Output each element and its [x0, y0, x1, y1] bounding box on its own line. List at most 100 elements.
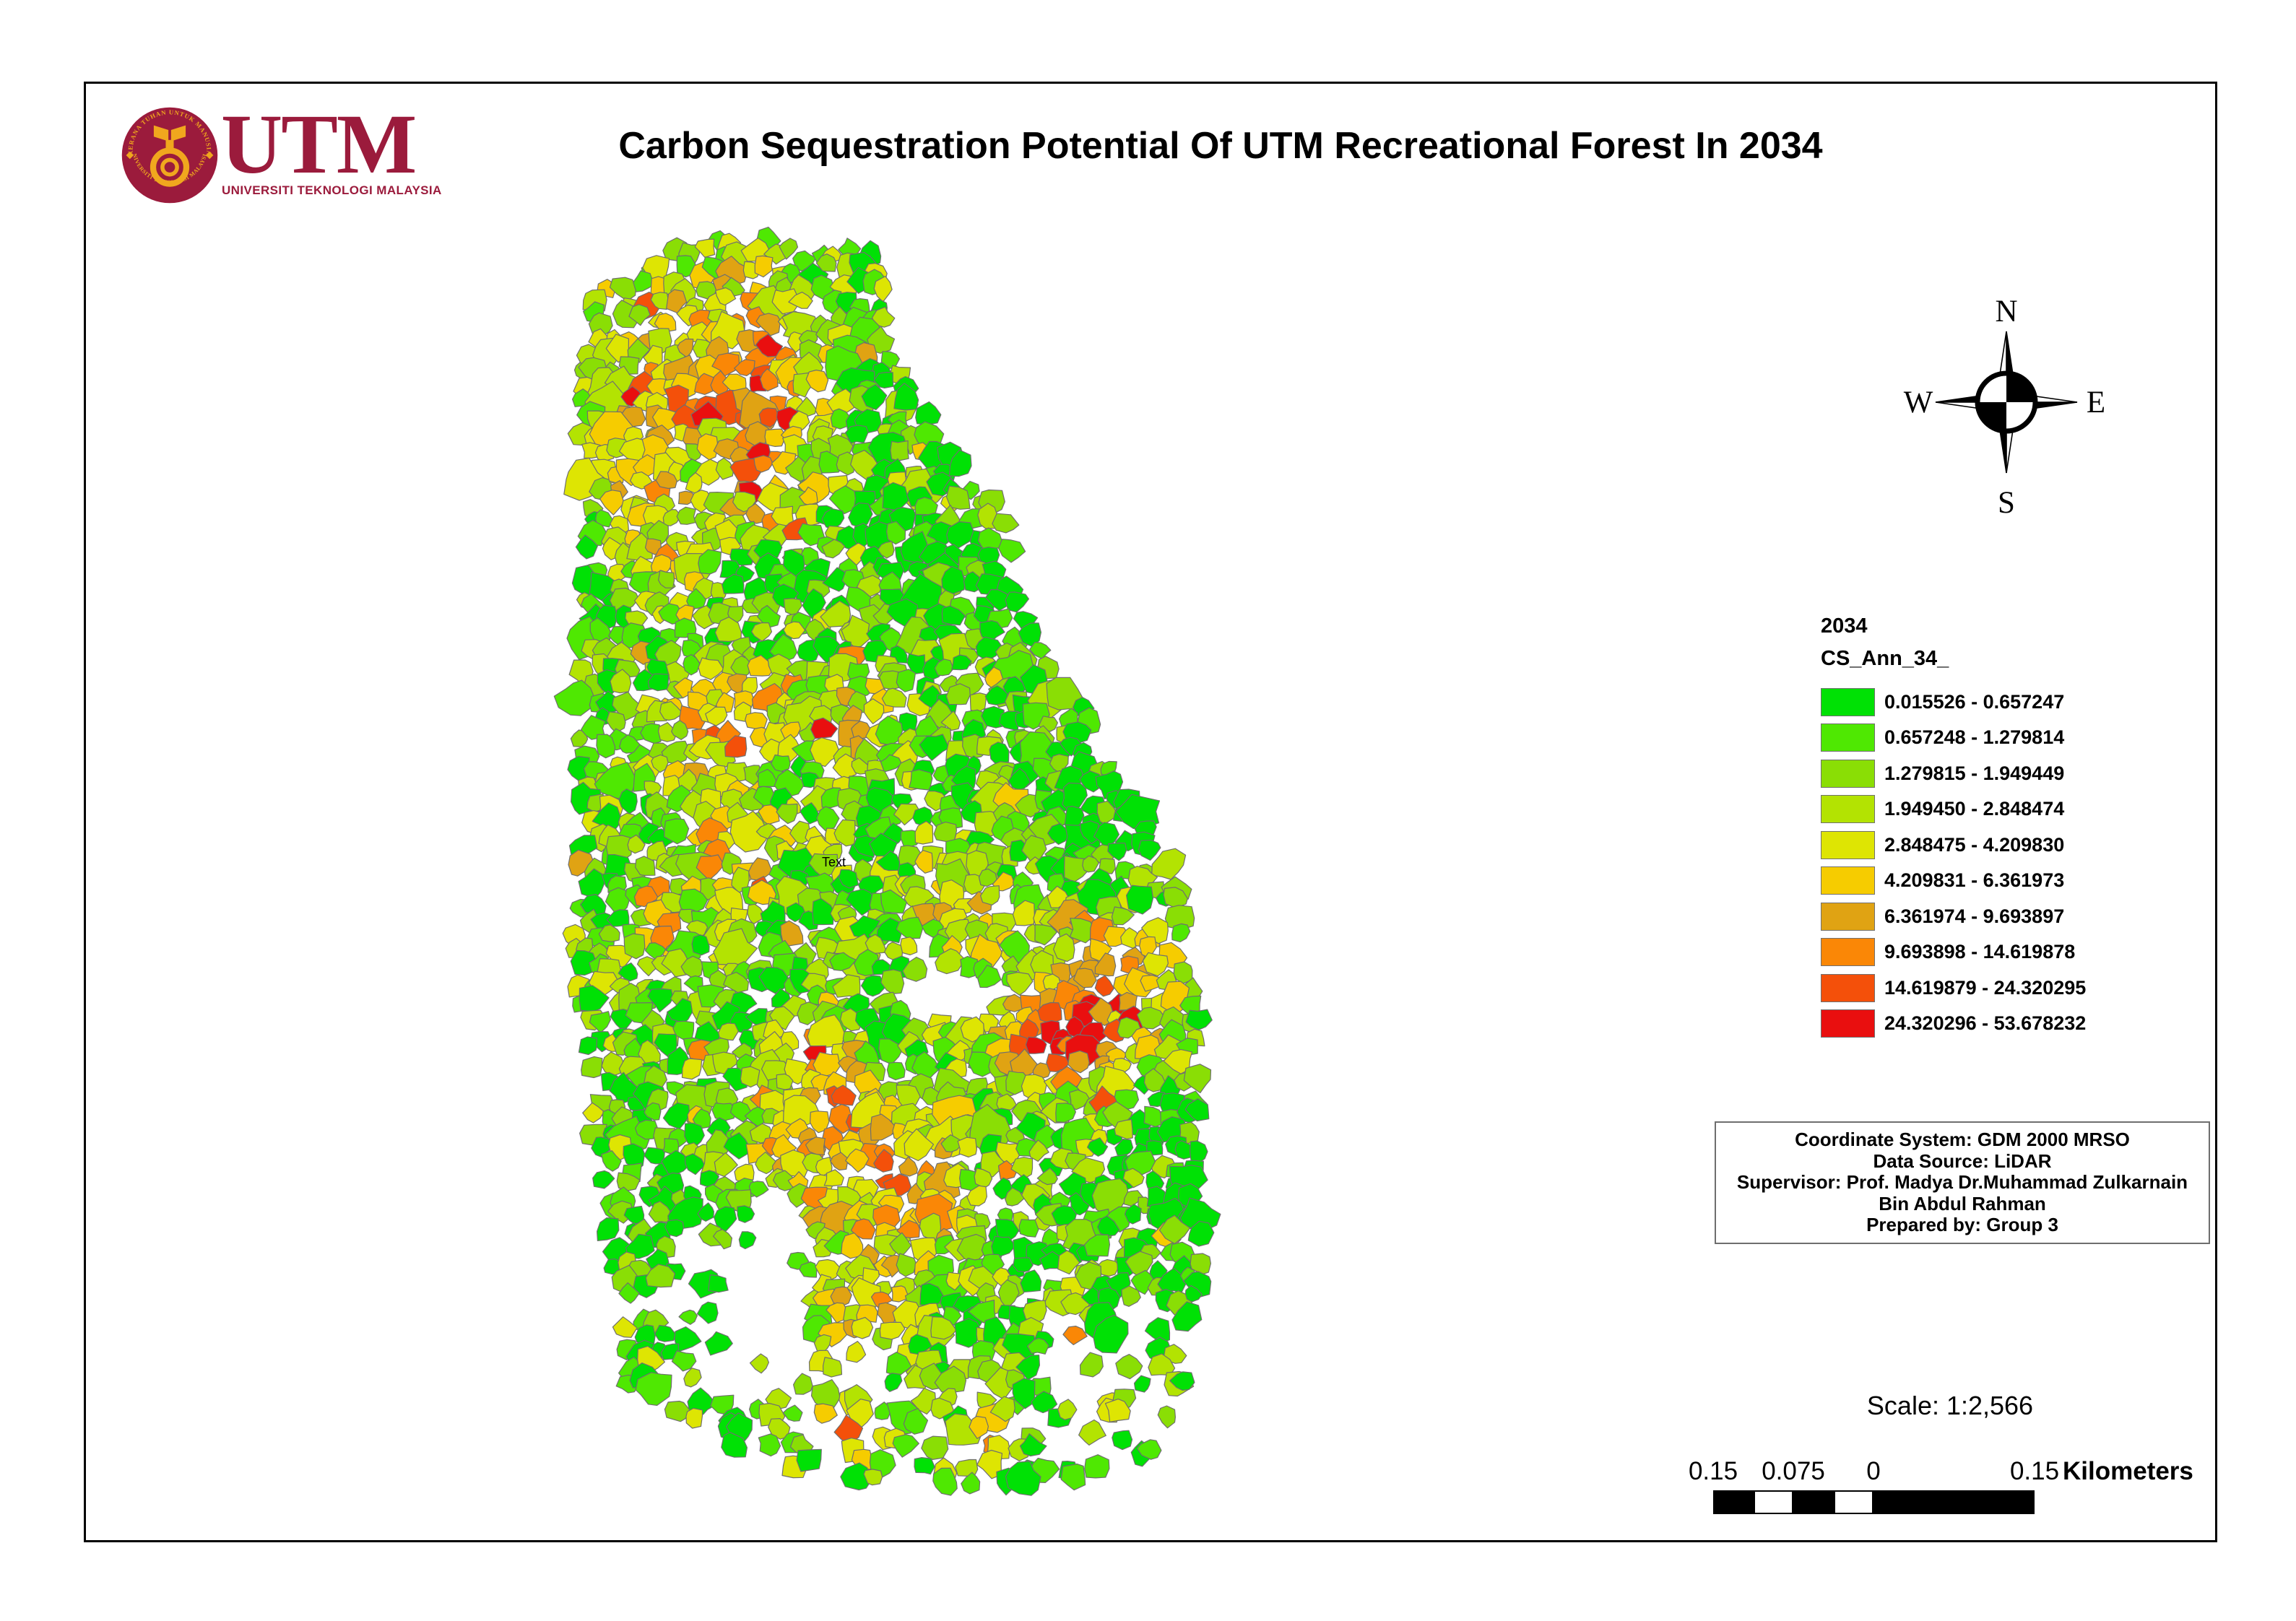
- legend-row: 24.320296 - 53.678232: [1821, 1008, 2086, 1040]
- tree-crown-cell: [875, 850, 901, 872]
- tree-crown-cell: [711, 1102, 737, 1121]
- tree-crown-cell: [671, 1350, 697, 1372]
- tree-crown-cell: [797, 1001, 822, 1025]
- utm-seal-logo: KERANA TUHAN UNTUK MANUSIA UNIVERSITI TE…: [120, 105, 218, 204]
- tree-crown-cell: [890, 440, 909, 461]
- info-box-line: Supervisor: Prof. Madya Dr.Muhammad Zulk…: [1736, 1171, 2188, 1193]
- legend-color-swatch: [1821, 902, 1875, 931]
- tree-crown-cell: [880, 754, 902, 773]
- tree-crown-cell: [779, 238, 799, 260]
- tree-crown-cell: [662, 1102, 690, 1130]
- tree-crown-cell: [694, 238, 716, 258]
- tree-crown-cell: [861, 383, 888, 411]
- tree-crown-cell: [896, 669, 917, 692]
- tree-crown-cell: [810, 717, 839, 739]
- tree-crown-cell: [822, 1357, 843, 1378]
- tree-crown-cell: [979, 885, 1000, 906]
- legend-class-label: 1.279815 - 1.949449: [1884, 762, 2065, 784]
- tree-crown-cell: [821, 508, 845, 531]
- tree-crown-cell: [800, 802, 820, 825]
- tree-crown-cell: [1124, 1204, 1142, 1225]
- tree-crown-cell: [955, 1459, 979, 1477]
- tree-crown-cell: [772, 1170, 795, 1191]
- tree-crown-cell: [758, 1433, 781, 1457]
- tree-crown-cell: [945, 683, 971, 705]
- tree-crown-cell: [711, 352, 740, 377]
- tree-crown-cell: [721, 573, 745, 594]
- map-text-annotation: Text: [822, 855, 846, 869]
- tree-crown-cell: [659, 700, 684, 721]
- tree-crown-cell: [914, 820, 934, 845]
- tree-crown-cell: [1184, 1098, 1210, 1122]
- tree-crown-cell: [596, 734, 616, 759]
- page-title: Carbon Sequestration Potential Of UTM Re…: [618, 125, 1823, 167]
- tree-crown-cell: [1190, 1253, 1212, 1275]
- tree-crown-cell: [873, 1149, 894, 1173]
- tree-crown-cell: [896, 916, 924, 939]
- legend-class-label: 14.619879 - 24.320295: [1884, 976, 2087, 999]
- tree-crown-cell: [877, 541, 895, 559]
- tree-crown-cell: [666, 998, 693, 1024]
- tree-crown-cell: [618, 788, 638, 814]
- legend-row: 6.361974 - 9.693897: [1821, 900, 2064, 932]
- tree-crown-cell: [1039, 1251, 1064, 1271]
- tree-crown-cell: [601, 1051, 625, 1077]
- tree-crown-cell: [644, 1102, 662, 1121]
- legend-row: 9.693898 - 14.619878: [1821, 936, 2075, 968]
- tree-crown-cell: [812, 898, 835, 926]
- tree-crown-cell: [683, 653, 701, 676]
- tree-crown-cell: [749, 1353, 770, 1374]
- tree-crown-cell: [691, 934, 710, 956]
- legend-class-label: 24.320296 - 53.678232: [1884, 1012, 2087, 1034]
- tree-crown-cell: [1005, 1461, 1041, 1496]
- legend-field-title: CS_Ann_34_: [1821, 647, 1949, 670]
- tree-crown-cell: [662, 509, 682, 526]
- tree-crown-cell: [865, 934, 888, 955]
- tree-crown-cell: [1086, 1137, 1109, 1157]
- tree-crown-cell: [734, 359, 755, 377]
- tree-crown-cell: [635, 856, 656, 877]
- tree-crown-cell: [647, 988, 674, 1013]
- tree-crown-cell: [975, 636, 1003, 662]
- tree-crown-cell: [740, 1066, 761, 1088]
- tree-crown-cell: [810, 736, 841, 768]
- tree-crown-cell: [969, 934, 1003, 969]
- tree-crown-cell: [654, 313, 677, 333]
- tree-crown-cell: [930, 1316, 957, 1340]
- scalebar-segment: [1834, 1490, 1873, 1514]
- tree-crown-cell: [606, 909, 630, 927]
- tree-crown-cell: [1158, 1214, 1191, 1245]
- tree-crown-cell: [1125, 885, 1154, 915]
- tree-crown-cell: [750, 622, 773, 642]
- tree-crown-cell: [771, 288, 801, 315]
- tree-crown-cell: [997, 539, 1026, 563]
- legend-class-list: 0.015526 - 0.657247 0.657248 - 1.279814 1.…: [1821, 686, 2196, 1054]
- tree-crown-cell: [723, 971, 750, 994]
- tree-crown-cell: [946, 521, 975, 549]
- tree-crown-cell: [1012, 1378, 1036, 1409]
- tree-crown-cell: [754, 255, 774, 278]
- tree-crown-cell: [960, 955, 979, 978]
- tree-crown-cell: [1069, 1089, 1090, 1111]
- tree-crown-cell: [850, 1218, 876, 1240]
- tree-crown-cell: [654, 1324, 676, 1342]
- seal-disc: [121, 107, 218, 204]
- legend-row: 0.657248 - 1.279814: [1821, 722, 2064, 754]
- tree-crown-cell: [745, 503, 766, 524]
- tree-crown-cell: [553, 679, 596, 716]
- tree-crown-cell: [664, 1400, 692, 1422]
- tree-crown-cell: [687, 1387, 717, 1415]
- tree-crown-cell: [1164, 905, 1195, 931]
- tree-crown-cell: [873, 371, 894, 389]
- tree-crown-cell: [1174, 1140, 1194, 1160]
- seal-rings-icon: [150, 147, 190, 187]
- tree-crown-cell: [618, 1282, 640, 1304]
- legend-color-swatch: [1821, 830, 1875, 859]
- tree-crown-cell: [708, 1274, 729, 1293]
- tree-crown-cell: [1010, 1157, 1034, 1180]
- tree-crown-cell: [765, 1388, 792, 1409]
- tree-crown-cell: [909, 769, 933, 791]
- tree-crown-cell: [823, 1169, 844, 1187]
- tree-crown-cell: [1099, 858, 1116, 874]
- legend-color-swatch: [1821, 795, 1875, 823]
